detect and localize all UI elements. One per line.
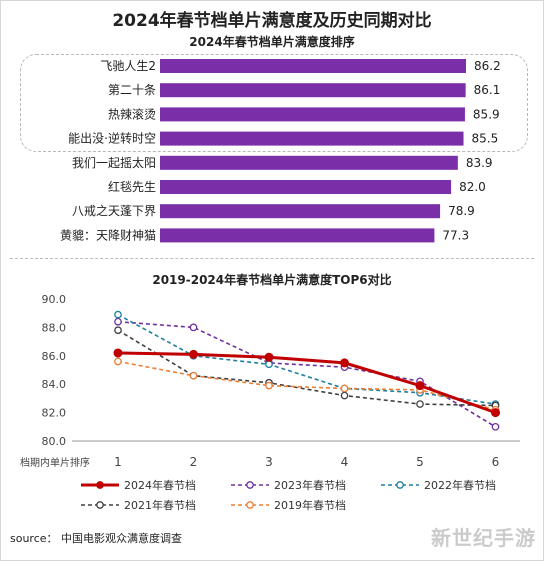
bar-category-label: 八戒之天蓬下界 — [72, 204, 156, 218]
legend-label: 2023年春节档 — [274, 479, 346, 492]
bar-category-label: 我们一起摇太阳 — [72, 155, 156, 170]
legend-label: 2019年春节档 — [274, 499, 346, 512]
bar — [160, 107, 465, 122]
line-point — [114, 317, 122, 326]
bar-value-label: 86.1 — [474, 83, 501, 97]
y-tick-label: 86.0 — [42, 350, 67, 363]
bar-category-label: 能出没·逆转时空 — [68, 131, 156, 146]
line-point — [265, 381, 273, 390]
bar-value-label: 82.0 — [459, 180, 486, 194]
legend-swatch — [231, 501, 269, 509]
x-tick-label: 4 — [341, 455, 349, 469]
y-tick-label: 80.0 — [42, 435, 67, 448]
line-series — [117, 360, 496, 411]
bar-category-label: 红毯先生 — [108, 179, 156, 194]
legend-item: 2024年春节档 — [80, 477, 196, 493]
bar-value-label: 85.5 — [472, 132, 499, 146]
line-point — [113, 348, 123, 358]
line-chart-title: 2019-2024年春节档单片满意度TOP6对比 — [152, 273, 392, 287]
x-tick-label: 1 — [114, 455, 122, 469]
line-series — [117, 329, 496, 407]
line-point — [340, 391, 349, 400]
y-tick-label: 84.0 — [42, 378, 67, 391]
bar-category-label: 第二十条 — [108, 83, 156, 97]
line-point — [264, 352, 274, 362]
bar-category-label: 热辣滚烫 — [108, 106, 156, 121]
bar-chart-title: 2024年春节档单片满意度排序 — [189, 35, 355, 49]
top4-highlight-box — [20, 54, 528, 152]
line-point — [340, 358, 349, 368]
legend-item: 2022年春节档 — [380, 477, 496, 493]
line-point — [189, 323, 198, 332]
line-point — [340, 384, 349, 393]
line-series — [117, 313, 496, 405]
line-point — [416, 400, 424, 408]
line-point — [415, 381, 425, 391]
line-point — [265, 360, 273, 369]
line-point — [114, 357, 122, 366]
watermark: 新世纪手游 — [431, 526, 536, 550]
bar-value-label: 77.3 — [442, 228, 469, 242]
bar-value-label: 85.9 — [473, 107, 500, 121]
line-point — [114, 326, 122, 335]
x-tick-label: 5 — [416, 455, 424, 469]
legend-swatch — [81, 501, 119, 509]
bar — [160, 204, 441, 219]
line-series — [117, 320, 496, 428]
bar — [160, 59, 466, 73]
main-title: 2024年春节档单片满意度及历史同期对比 — [112, 11, 432, 31]
y-tick-label: 82.0 — [42, 407, 67, 420]
line-point — [189, 371, 198, 380]
legend-swatch — [231, 481, 269, 489]
legend-swatch — [381, 481, 419, 489]
legend-label: 2024年春节档 — [124, 479, 196, 492]
x-tick-label: 6 — [492, 455, 500, 469]
legend-swatch — [81, 481, 119, 489]
y-tick-label: 90.0 — [42, 293, 67, 306]
x-tick-label: 3 — [265, 455, 273, 469]
line-legend: 2024年春节档 2023年春节档 2022年春节档 2021年春节档 2019年春节档 — [80, 477, 520, 521]
x-axis-title: 档期内单片排序 — [20, 456, 90, 469]
bar-category-label: 飞驰人生2 — [100, 59, 156, 73]
legend-item: 2019年春节档 — [230, 497, 346, 513]
bar-category-label: 黄貔：天降财神猫 — [60, 228, 156, 242]
section-divider — [10, 258, 534, 259]
bar — [160, 228, 435, 243]
bar — [160, 83, 466, 98]
legend-item: 2021年春节档 — [80, 497, 196, 513]
line-point — [491, 422, 500, 431]
x-tick-label: 2 — [190, 455, 198, 469]
legend-label: 2021年春节档 — [124, 499, 196, 512]
line-point — [189, 349, 198, 359]
bar-value-label: 86.2 — [474, 59, 501, 73]
bar — [160, 155, 458, 170]
legend-label: 2022年春节档 — [424, 479, 496, 492]
line-point — [491, 408, 500, 418]
bar — [160, 180, 452, 194]
legend-item: 2023年春节档 — [230, 477, 346, 493]
bar-value-label: 78.9 — [448, 204, 475, 218]
bar-value-label: 83.9 — [466, 156, 493, 170]
line-point — [114, 310, 122, 319]
source-note: source： 中国电影观众满意度调查 — [10, 532, 183, 545]
y-tick-label: 88.0 — [42, 321, 67, 334]
bar — [160, 131, 464, 146]
line-series — [117, 351, 497, 415]
